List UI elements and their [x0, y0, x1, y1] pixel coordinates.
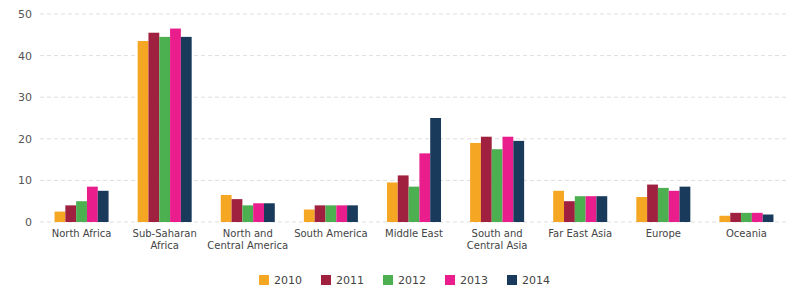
legend-swatch	[259, 275, 269, 285]
bar	[419, 153, 430, 222]
legend-swatch	[383, 275, 393, 285]
bar	[347, 205, 358, 222]
x-tick-label: Middle East	[385, 228, 443, 239]
legend-swatch	[507, 275, 517, 285]
legend-label: 2014	[522, 274, 550, 287]
legend-label: 2011	[336, 274, 364, 287]
bar	[232, 199, 243, 222]
bar	[430, 118, 441, 222]
bar	[564, 201, 575, 222]
bar	[553, 191, 564, 222]
bar	[336, 205, 347, 222]
x-tick-label: Europe	[646, 228, 681, 239]
bar	[730, 213, 741, 222]
bar	[719, 216, 730, 222]
bar	[138, 41, 149, 222]
y-tick-label: 0	[25, 216, 32, 229]
bar	[304, 210, 315, 222]
bar	[398, 175, 409, 222]
bar	[481, 137, 492, 222]
x-tick-label: North andCentral America	[207, 228, 288, 251]
bar	[242, 205, 253, 222]
bar	[253, 203, 264, 222]
chart-container: 0 10 20 30 40 50 North Africa Sub-SaharanAfrica…	[0, 0, 800, 300]
bar	[658, 188, 669, 222]
chart: 0 10 20 30 40 50 North Africa Sub-SaharanAfrica…	[0, 0, 800, 300]
x-tick-label: North Africa	[52, 228, 112, 239]
bar	[680, 187, 691, 222]
bar	[763, 215, 774, 222]
bar	[148, 33, 159, 222]
bar	[741, 213, 752, 222]
bar	[647, 185, 658, 222]
bar	[586, 196, 597, 222]
legend: 2010 2011 2012 2013 2014	[259, 274, 550, 287]
bar	[596, 196, 607, 222]
y-tick-label: 20	[18, 133, 32, 146]
bar	[470, 143, 481, 222]
bar	[170, 29, 181, 222]
bar	[409, 187, 420, 222]
bar	[221, 195, 232, 222]
legend-label: 2010	[274, 274, 302, 287]
bar	[181, 37, 192, 222]
y-tick-label: 40	[18, 50, 32, 63]
bar	[387, 182, 398, 222]
bar	[65, 205, 76, 222]
bar	[503, 137, 514, 222]
x-tick-label: Sub-SaharanAfrica	[133, 228, 197, 251]
bar	[264, 203, 275, 222]
legend-swatch	[321, 275, 331, 285]
bar	[752, 213, 763, 222]
grid-line	[40, 14, 788, 15]
bar	[76, 201, 87, 222]
y-tick-label: 30	[18, 91, 32, 104]
bar	[98, 191, 109, 222]
bar	[575, 196, 586, 222]
y-tick-label: 50	[18, 8, 32, 21]
bar	[669, 191, 680, 222]
bar	[492, 149, 503, 222]
legend-swatch	[445, 275, 455, 285]
bar	[513, 141, 524, 222]
legend-label: 2013	[460, 274, 488, 287]
y-tick-label: 10	[18, 174, 32, 187]
bar	[55, 212, 66, 222]
x-tick-label: Oceania	[726, 228, 767, 239]
x-tick-label: South America	[294, 228, 368, 239]
bar	[87, 187, 98, 222]
bar	[325, 205, 336, 222]
x-tick-label: Far East Asia	[548, 228, 612, 239]
bar	[315, 205, 326, 222]
bars	[55, 29, 774, 222]
x-tick-label: South andCentral Asia	[467, 228, 528, 251]
bar	[159, 37, 170, 222]
grid	[40, 14, 788, 222]
bar	[636, 197, 647, 222]
legend-label: 2012	[398, 274, 426, 287]
